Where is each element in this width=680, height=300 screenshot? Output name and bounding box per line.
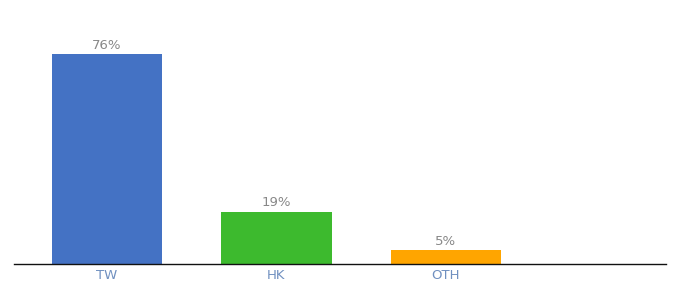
Bar (221, 212, 332, 264)
Text: 19%: 19% (262, 196, 291, 209)
Text: 5%: 5% (435, 235, 456, 248)
Bar (391, 250, 501, 264)
Text: 76%: 76% (92, 39, 122, 52)
Bar (52, 54, 162, 264)
